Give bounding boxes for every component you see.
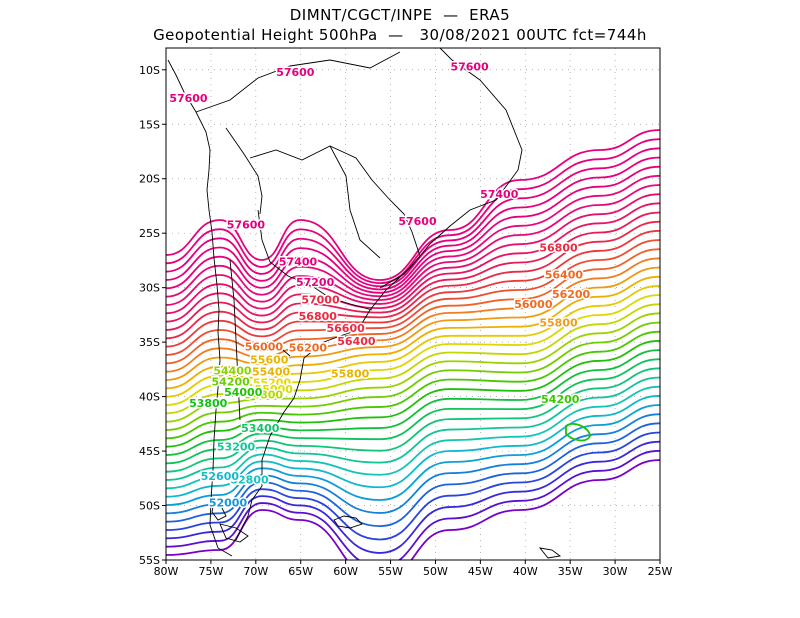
x-axis: 80W 75W 70W 65W 60W 55W 50W 45W 40W 35W 30W 25W	[154, 560, 673, 578]
y-tick-label: 40S	[139, 391, 160, 404]
x-tick-label: 45W	[468, 565, 493, 578]
contour-label: 54800	[245, 388, 284, 401]
contour-line	[166, 138, 660, 285]
contour-label: 57600	[227, 218, 266, 231]
contour-line	[166, 193, 660, 315]
contour-label: 55000	[255, 383, 294, 396]
x-tick-label: 50W	[423, 565, 448, 578]
contour-line	[166, 422, 660, 528]
contour-label: 57400	[480, 188, 519, 201]
contour-label: 56000	[514, 298, 553, 311]
x-tick-label: 30W	[603, 565, 628, 578]
plot-area: 57600 57600 57600 57600 57600 57400 57400 57200…	[166, 48, 660, 560]
contour-line	[166, 413, 660, 515]
contour-label: 57000	[301, 294, 340, 307]
contour-label: 56800	[539, 241, 578, 254]
contour-label: 56000	[245, 340, 284, 353]
contour-line	[166, 248, 660, 365]
contour-line	[166, 358, 660, 465]
contour-line	[166, 339, 660, 448]
contour-label: 55800	[539, 317, 578, 330]
y-tick-label: 10S	[139, 64, 160, 77]
y-tick-label: 25S	[139, 227, 160, 240]
y-tick-label: 15S	[139, 118, 160, 131]
contour-line	[166, 147, 660, 288]
title-line-1: DIMNT/CGCT/INPE — ERA5	[289, 6, 511, 24]
contour-line	[166, 321, 660, 431]
contour-label: 56400	[337, 335, 376, 348]
contour-line	[166, 303, 660, 415]
contour-label: 53800	[189, 397, 228, 410]
contour-line	[166, 376, 660, 481]
y-tick-label: 55S	[139, 554, 160, 567]
contour-label: 52800	[230, 473, 269, 486]
contour-line	[166, 229, 660, 348]
contour-line	[166, 404, 660, 506]
x-tick-label: 35W	[558, 565, 583, 578]
contour-label: 54200	[541, 393, 580, 406]
contour-label: 56200	[552, 288, 591, 301]
y-tick-label: 35S	[139, 336, 160, 349]
contour-label: 56600	[326, 322, 365, 335]
contour-line	[166, 220, 660, 340]
x-tick-label: 80W	[154, 565, 179, 578]
contour-line	[166, 156, 660, 291]
contour-lines	[166, 129, 660, 560]
contour-label: 57600	[450, 61, 489, 74]
contour-label: 56400	[545, 269, 584, 282]
contour-line	[166, 367, 660, 473]
contour-label: 54400	[213, 364, 252, 377]
contour-label: 55800	[331, 368, 370, 381]
x-tick-label: 60W	[333, 565, 358, 578]
contour-label: 53400	[241, 422, 280, 435]
contour-line	[166, 294, 660, 406]
contour-line	[166, 330, 660, 440]
contour-line	[166, 440, 660, 554]
y-tick-label: 30S	[139, 282, 160, 295]
contour-line	[166, 129, 660, 281]
contour-label: 53200	[217, 441, 256, 454]
contour-labels: 57600 57600 57600 57600 57600 57400 57400 57200…	[168, 59, 592, 511]
contour-line	[166, 174, 660, 298]
x-tick-label: 40W	[513, 565, 538, 578]
x-tick-label: 75W	[198, 565, 223, 578]
contour-label: 56800	[299, 310, 338, 323]
contour-label: 57400	[279, 256, 318, 269]
x-tick-label: 55W	[378, 565, 403, 578]
contour-label: 55600	[250, 354, 289, 367]
contour-label: 54000	[224, 386, 263, 399]
contour-line	[166, 312, 660, 423]
contour-label: 55200	[253, 376, 292, 389]
x-tick-label: 70W	[243, 565, 268, 578]
contour-label: 57200	[296, 276, 335, 289]
contour-line	[166, 239, 660, 356]
contour-label: 55400	[252, 366, 291, 379]
contour-line	[166, 284, 660, 398]
contour-line	[166, 385, 660, 490]
contour-label: 57600	[169, 92, 208, 105]
contour-label: 56200	[289, 342, 328, 355]
y-tick-label: 45S	[139, 445, 160, 458]
contour-label: 57600	[276, 66, 315, 79]
contour-label: 54200	[212, 375, 251, 388]
y-axis: 10S 15S 20S 25S 30S 35S 40S 45S 50S 55S	[139, 64, 166, 567]
title-line-2: Geopotential Height 500hPa — 30/08/2021 …	[153, 26, 647, 44]
x-tick-label: 65W	[288, 565, 313, 578]
contour-line	[166, 431, 660, 541]
contour-line	[166, 449, 660, 560]
x-tick-label: 25W	[648, 565, 673, 578]
y-tick-label: 50S	[139, 500, 160, 513]
contour-line	[166, 184, 660, 306]
coastlines	[167, 48, 562, 559]
contour-label: 57600	[398, 215, 437, 228]
y-tick-label: 20S	[139, 173, 160, 186]
contour-label: 52600	[201, 470, 240, 483]
contour-line	[166, 394, 660, 498]
contour-label: 52000	[209, 496, 248, 509]
contour-line	[565, 423, 591, 442]
contour-line	[166, 349, 660, 456]
plot-frame	[165, 47, 661, 561]
